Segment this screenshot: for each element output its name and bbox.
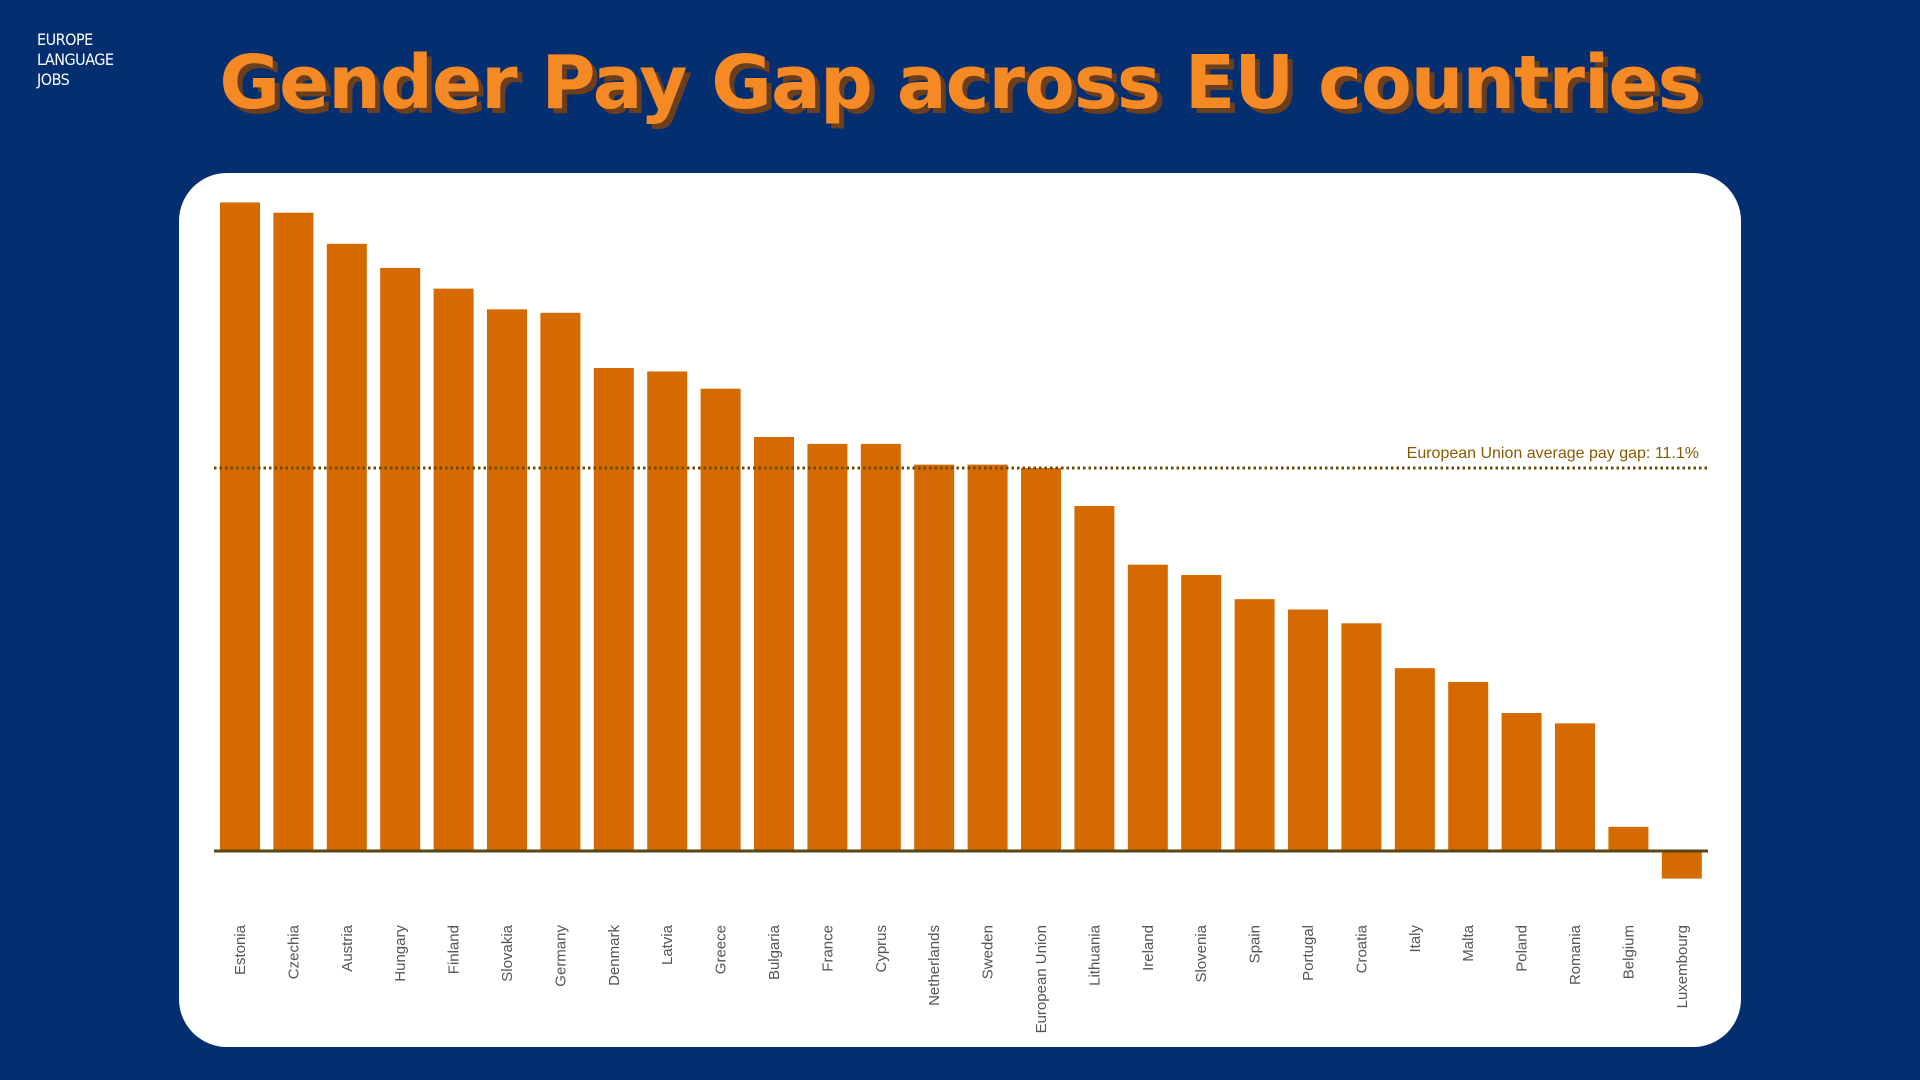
bar-sweden [967, 464, 1008, 851]
bar-croatia [1341, 623, 1382, 851]
logo: EUROPE LANGUAGE JOBS [37, 30, 114, 90]
x-tick-label: Slovenia [1193, 924, 1210, 982]
bar-malta [1448, 681, 1489, 851]
bar-ireland [1127, 564, 1168, 851]
page-title: Gender Pay Gap across EU countries [219, 40, 1701, 126]
x-tick-label: Estonia [232, 924, 249, 975]
bar-finland [433, 288, 474, 851]
x-tick-label: Ireland [1140, 925, 1157, 971]
x-tick-label: Sweden [980, 925, 997, 979]
bar-czechia [273, 212, 314, 851]
bar-estonia [220, 202, 260, 851]
bar-romania [1555, 723, 1595, 851]
x-tick-label: Austria [339, 924, 356, 971]
bar-slovenia [1181, 575, 1222, 851]
bar-cyprus [860, 443, 901, 851]
bar-luxembourg [1661, 851, 1702, 879]
x-tick-label: Czechia [285, 924, 302, 979]
logo-line: EUROPE [37, 30, 93, 49]
bar-european-union [1021, 468, 1061, 851]
eu-average-label: European Union average pay gap: 11.1% [1407, 445, 1699, 462]
bar-poland [1501, 713, 1542, 851]
bar-hungary [380, 267, 421, 851]
x-tick-label: Spain [1247, 925, 1264, 963]
x-tick-label: Hungary [392, 925, 409, 982]
bar-lithuania [1074, 506, 1115, 851]
bar-italy [1394, 668, 1435, 851]
x-tick-label: Netherlands [926, 925, 943, 1006]
x-tick-label: European Union [1033, 925, 1050, 1033]
x-tick-label: Bulgaria [766, 924, 783, 980]
bar-austria [326, 243, 367, 852]
x-tick-label: Lithuania [1086, 924, 1103, 986]
bar-portugal [1288, 609, 1328, 851]
x-tick-label: Belgium [1620, 925, 1637, 979]
x-tick-label: Cyprus [873, 925, 890, 973]
bar-germany [540, 312, 581, 851]
bar-latvia [647, 371, 688, 851]
bar-spain [1234, 599, 1275, 851]
x-tick-label: Slovakia [499, 924, 516, 981]
bar-greece [700, 388, 741, 851]
x-tick-label: Finland [446, 925, 463, 974]
x-tick-label: Malta [1460, 924, 1477, 961]
bar-france [807, 443, 848, 851]
x-tick-label: Italy [1407, 925, 1424, 953]
x-tick-label: Latvia [659, 924, 676, 965]
x-tick-label: Portugal [1300, 925, 1317, 981]
logo-line: LANGUAGE [37, 50, 114, 69]
x-tick-label: Greece [713, 925, 730, 974]
bar-denmark [593, 368, 634, 851]
bar-netherlands [914, 464, 955, 851]
x-tick-label: Romania [1567, 924, 1584, 985]
bar-slovakia [487, 309, 527, 852]
logo-line: JOBS [37, 70, 70, 89]
x-tick-label: Croatia [1353, 924, 1370, 973]
x-tick-label: Poland [1514, 925, 1531, 972]
bar-belgium [1608, 826, 1649, 851]
x-tick-label: Luxembourg [1674, 925, 1691, 1008]
x-tick-label: Germany [552, 925, 569, 987]
x-tick-label: France [819, 925, 836, 972]
bar-bulgaria [754, 437, 794, 851]
x-tick-label: Denmark [606, 925, 623, 986]
